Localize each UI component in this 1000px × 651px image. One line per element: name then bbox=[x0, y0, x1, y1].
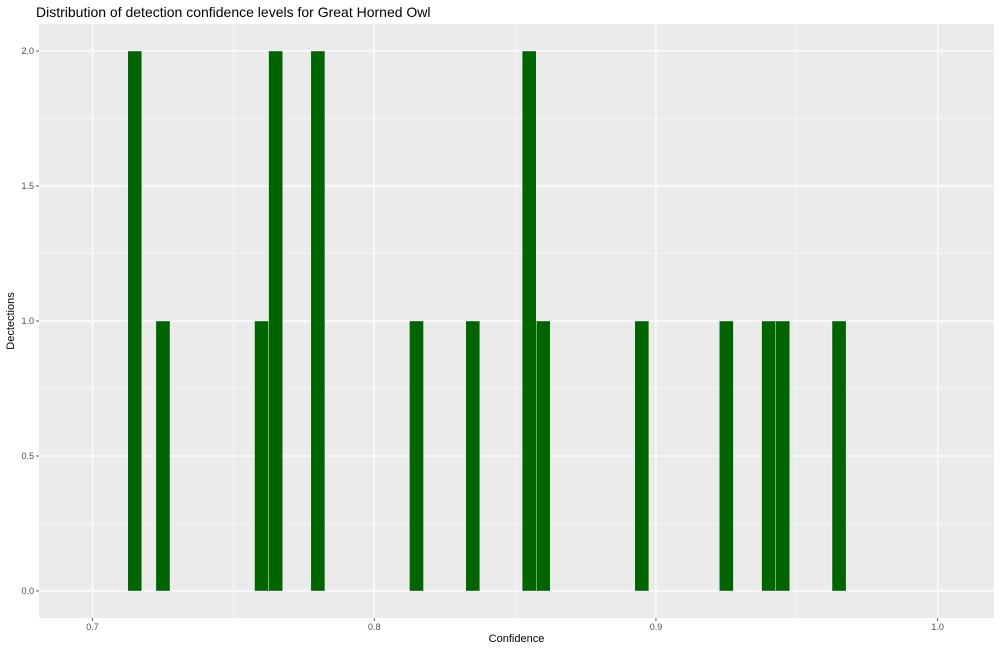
chart-title: Distribution of detection confidence lev… bbox=[36, 4, 431, 20]
histogram-bar bbox=[155, 320, 171, 592]
y-tick-label: 0.5 bbox=[21, 451, 34, 461]
y-tick-label: 2.0 bbox=[21, 46, 34, 56]
bars bbox=[127, 50, 847, 592]
histogram-bar bbox=[409, 320, 424, 592]
histogram-bar bbox=[719, 320, 734, 592]
histogram-bar bbox=[521, 50, 537, 592]
axis-ticks: 0.7 0.8 0.9 1.0 0.0 0.5 1.0 1.5 2.0 bbox=[21, 46, 943, 632]
histogram-bar bbox=[536, 320, 551, 592]
histogram-bar bbox=[831, 320, 847, 592]
histogram-bar bbox=[775, 320, 790, 592]
x-tick-label: 1.0 bbox=[931, 622, 944, 632]
x-tick-label: 0.7 bbox=[86, 622, 99, 632]
y-tick-label: 1.5 bbox=[21, 181, 34, 191]
y-axis-title: Dectections bbox=[5, 292, 17, 350]
histogram-bar bbox=[254, 320, 269, 592]
histogram-bar bbox=[268, 50, 283, 592]
histogram-bar bbox=[127, 50, 143, 592]
x-tick-label: 0.9 bbox=[650, 622, 663, 632]
histogram-bar bbox=[761, 320, 776, 592]
histogram-bar bbox=[465, 320, 481, 592]
y-tick-label: 0.0 bbox=[21, 586, 34, 596]
x-axis-title: Confidence bbox=[489, 633, 545, 645]
y-tick-label: 1.0 bbox=[21, 316, 34, 326]
histogram-bar bbox=[310, 50, 326, 592]
x-tick-label: 0.8 bbox=[368, 622, 381, 632]
histogram-bar bbox=[634, 320, 650, 592]
